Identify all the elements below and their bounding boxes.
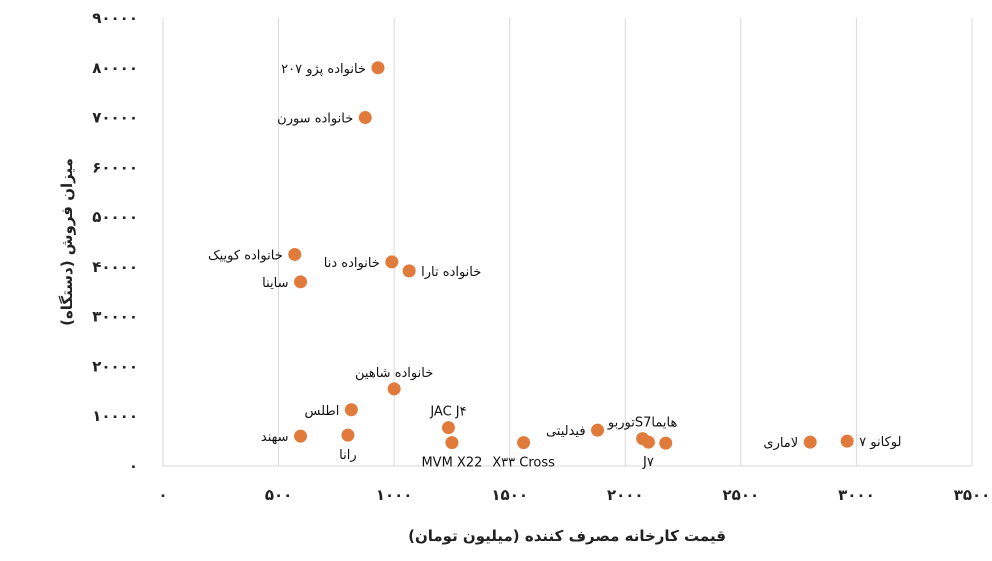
- data-point: [803, 435, 817, 449]
- data-point: [288, 247, 302, 261]
- data-point: [385, 255, 399, 269]
- data-point: [445, 436, 459, 450]
- data-point: [591, 423, 605, 437]
- x-tick-label: ۳۰۰۰: [838, 486, 875, 504]
- y-tick-label: ۶۰۰۰۰: [92, 158, 138, 176]
- data-label: لاماری: [763, 436, 798, 451]
- data-label: رانا: [339, 448, 356, 463]
- data-point: [387, 382, 401, 396]
- x-tick-label: ۵۰۰: [265, 486, 292, 504]
- y-tick-label: ۲۰۰۰۰: [92, 357, 138, 375]
- y-tick-label: ۵۰۰۰۰: [92, 208, 138, 226]
- y-tick-label: ۸۰۰۰۰: [92, 59, 138, 77]
- y-tick-label: ۴۰۰۰۰: [92, 258, 138, 276]
- data-label: خانواده شاهین: [355, 366, 433, 381]
- data-label: خانواده دنا: [324, 256, 380, 271]
- data-label: فیدلیتی: [546, 424, 586, 439]
- data-point: [517, 436, 531, 450]
- data-label: ساینا: [262, 276, 288, 291]
- data-label: خانواده پژو ۲۰۷: [281, 62, 366, 77]
- data-point: [641, 435, 655, 449]
- data-point: [659, 436, 673, 450]
- x-tick-label: ۲۵۰۰: [723, 486, 760, 504]
- y-tick-label: ۱۰۰۰۰: [92, 407, 138, 425]
- x-axis-title: قیمت کارخانه مصرف کننده (میلیون تومان): [408, 527, 726, 545]
- data-label: توربوS7هایما: [607, 416, 678, 431]
- data-label: MVM X22: [421, 456, 482, 471]
- x-tick-label: ۲۰۰۰: [607, 486, 644, 504]
- x-tick-label: ۳۵۰۰: [954, 486, 991, 504]
- data-label: خانواده کوییک: [208, 248, 283, 263]
- data-label: لوکانو ۷: [859, 435, 901, 450]
- data-point: [344, 403, 358, 417]
- data-label: خانواده سورن: [277, 112, 353, 127]
- data-point: [358, 111, 372, 125]
- y-tick-label: ۷۰۰۰۰: [92, 109, 138, 127]
- data-label: خانواده تارا: [421, 265, 481, 280]
- data-label: سهند: [261, 430, 289, 445]
- data-point: [402, 264, 416, 278]
- data-point: [840, 434, 854, 448]
- grid-layer: [162, 18, 973, 467]
- x-tick-label: ۱۵۰۰: [491, 486, 528, 504]
- data-points: [288, 61, 854, 450]
- data-point: [371, 61, 385, 75]
- data-point: [341, 428, 355, 442]
- y-tick-labels: ۰ ۱۰۰۰۰ ۲۰۰۰۰ ۳۰۰۰۰ ۴۰۰۰۰ ۵۰۰۰۰ ۶۰۰۰۰ ۷۰۰۰۰ ۸۰۰۰…: [92, 9, 138, 475]
- data-point: [294, 429, 308, 443]
- y-tick-label: ۳۰۰۰۰: [92, 308, 138, 326]
- data-label: اطلس: [305, 404, 340, 419]
- y-tick-label: ۹۰۰۰۰: [92, 9, 138, 27]
- data-label: J۷: [642, 455, 654, 470]
- data-label: JAC J۴: [429, 405, 466, 420]
- y-axis-title: میزان فروش (دستگاه): [58, 158, 76, 326]
- y-tick-label: ۰: [129, 457, 138, 475]
- x-tick-label: ۰: [158, 486, 167, 504]
- data-point: [294, 275, 308, 289]
- x-tick-labels: ۰ ۵۰۰ ۱۰۰۰ ۱۵۰۰ ۲۰۰۰ ۲۵۰۰ ۳۰۰۰ ۳۵۰۰: [158, 486, 990, 504]
- x-tick-label: ۱۰۰۰: [376, 486, 413, 504]
- data-labels: خانواده پژو ۲۰۷ خانواده سورن خانواده کوییک…: [208, 62, 901, 471]
- data-point: [441, 421, 455, 435]
- data-label: X۳۳ Cross: [492, 456, 555, 471]
